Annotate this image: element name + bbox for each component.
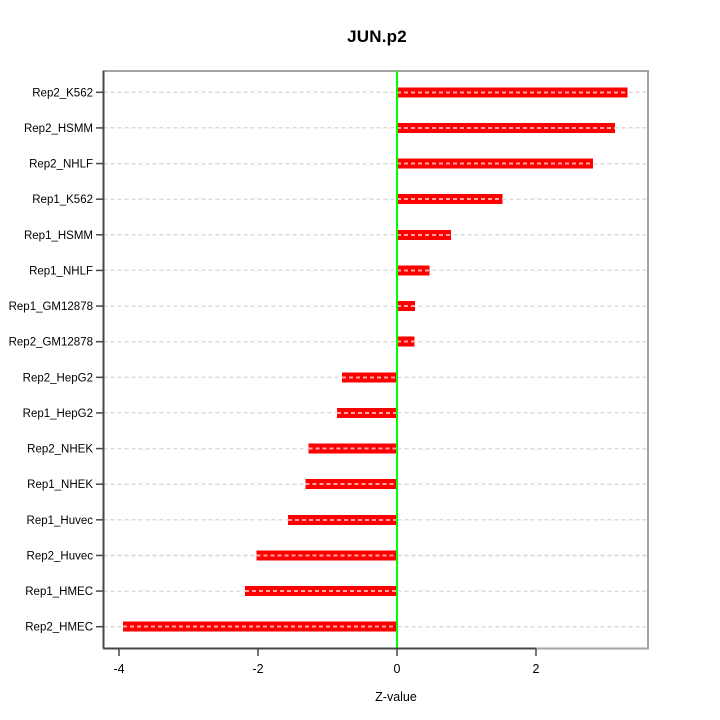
y-axis-label: Rep2_K562 — [32, 87, 93, 99]
x-axis-title: Z-value — [375, 690, 417, 704]
plot-box — [102, 70, 649, 650]
y-axis-label: Rep1_NHEK — [27, 479, 93, 491]
y-axis-label: Rep1_GM12878 — [9, 301, 93, 313]
x-axis-tick-label: -2 — [252, 662, 263, 676]
bar — [287, 514, 397, 525]
x-axis-tick-label: 0 — [394, 662, 401, 676]
bar — [397, 158, 593, 169]
y-axis-label: Rep1_HepG2 — [23, 408, 93, 420]
x-axis-tick-label: 2 — [533, 662, 540, 676]
y-axis-label: Rep1_HMEC — [25, 586, 93, 598]
y-axis-label: Rep1_K562 — [32, 194, 93, 206]
y-axis-label: Rep1_NHLF — [29, 265, 93, 277]
y-axis-label: Rep2_NHEK — [27, 444, 93, 456]
y-axis-label: Rep2_HepG2 — [23, 372, 93, 384]
y-axis-label: Rep2_Huvec — [27, 550, 94, 562]
y-axis-label: Rep2_HMEC — [25, 622, 93, 634]
chart-title: JUN.p2 — [347, 27, 407, 46]
bar — [244, 586, 397, 597]
bar — [397, 122, 616, 133]
bar — [342, 372, 397, 383]
y-axis-label: Rep2_GM12878 — [9, 337, 93, 349]
bar — [397, 229, 452, 240]
x-axis-tick-label: -4 — [113, 662, 124, 676]
y-axis-label: Rep1_HSMM — [24, 230, 93, 242]
y-axis-label: Rep2_HSMM — [24, 123, 93, 135]
y-axis-label: Rep2_NHLF — [29, 159, 93, 171]
y-axis-label: Rep1_Huvec — [27, 515, 94, 527]
